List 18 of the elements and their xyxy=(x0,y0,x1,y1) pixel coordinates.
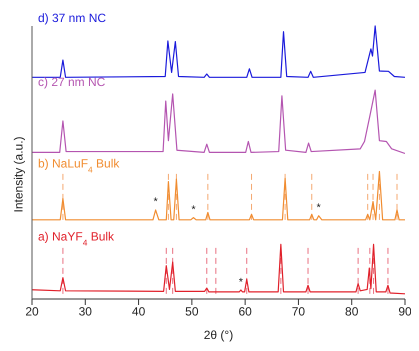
annotation: * xyxy=(316,202,322,214)
text: c) 27 nm NC xyxy=(38,75,106,90)
x-tick-label: 60 xyxy=(238,304,252,319)
annotation: * xyxy=(238,276,244,288)
x-tick-label: 20 xyxy=(25,304,39,319)
x-tick-label: 90 xyxy=(398,304,412,319)
annotation: * xyxy=(191,204,196,216)
annotation: * xyxy=(153,196,158,208)
text: d) 37 nm NC xyxy=(38,11,106,25)
x-tick-label: 40 xyxy=(132,304,146,319)
x-tick-label: 80 xyxy=(345,304,359,319)
x-tick-label: 50 xyxy=(185,304,199,319)
x-tick-label: 70 xyxy=(292,304,306,319)
x-axis-title: 2θ (°) xyxy=(204,328,234,342)
text: b) NaLuF$_{4}$ Bulk xyxy=(38,156,120,175)
y-axis-title: Intensity (a.u.) xyxy=(11,136,26,212)
x-tick-label: 30 xyxy=(78,304,92,319)
text: a) NaYF$_{4}$ Bulk xyxy=(38,229,116,248)
